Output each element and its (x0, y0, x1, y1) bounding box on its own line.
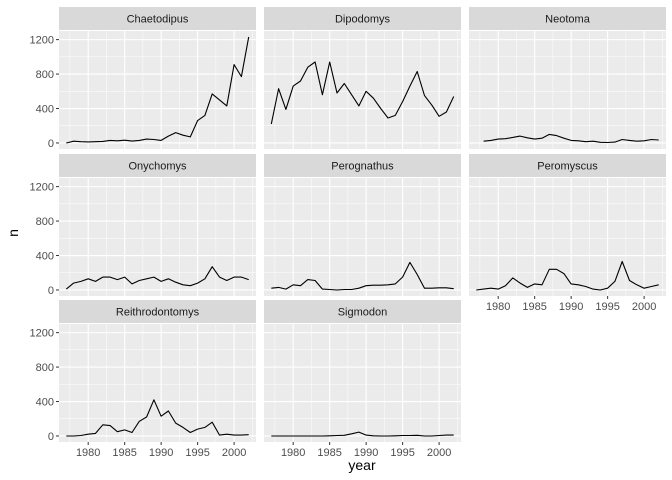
y-tick-label: 800 (36, 362, 54, 374)
y-tick-label: 400 (36, 397, 54, 409)
facet-strip (59, 300, 256, 323)
x-tick-label: 2000 (222, 447, 246, 459)
facet-panels: Chaetodipus 0 400 800 1200 Dipodomys Neotoma On… (30, 7, 666, 459)
y-tick-label: 0 (48, 431, 54, 443)
panel-background (469, 178, 666, 296)
panel-background (469, 31, 666, 149)
panel-background (59, 31, 256, 149)
facet-strip-label: Neotoma (545, 14, 591, 26)
x-tick-label: 2000 (427, 447, 451, 459)
series-line (476, 260, 659, 291)
y-tick-label: 0 (48, 138, 54, 150)
x-tick-label: 1990 (354, 447, 378, 459)
series-line (271, 261, 454, 291)
facet-strip-label: Perognathus (331, 161, 394, 173)
y-tick-label: 1200 (30, 328, 54, 340)
series-line (271, 431, 454, 437)
x-tick-label: 1980 (486, 301, 510, 313)
facet-strip-label: Chaetodipus (127, 14, 189, 26)
y-tick-label: 400 (36, 251, 54, 263)
series-line (66, 399, 249, 437)
y-tick-label: 1200 (30, 182, 54, 194)
facet-panel: Chaetodipus 0 400 800 1200 (30, 7, 256, 150)
series-line (270, 61, 455, 125)
x-tick-label: 1990 (149, 447, 173, 459)
series-line (65, 266, 249, 290)
x-tick-label: 1985 (112, 447, 136, 459)
y-tick-label: 400 (36, 104, 54, 116)
facet-strip (264, 7, 461, 30)
facet-strip-label: Sigmodon (338, 307, 388, 319)
panel-background (59, 324, 256, 442)
x-tick-label: 1990 (559, 301, 583, 313)
facet-strip (264, 154, 461, 177)
facet-strip (59, 154, 256, 177)
facet-strip (469, 154, 666, 177)
facet-panel: Reithrodontomys 0 400 800 1200 1980 1985 1990 19… (30, 300, 256, 459)
y-tick-label: 800 (36, 216, 54, 228)
facet-strip (469, 7, 666, 30)
y-tick-label: 0 (48, 285, 54, 297)
y-axis-title: n (5, 229, 21, 237)
x-tick-label: 1985 (317, 447, 341, 459)
facet-panel: Neotoma (469, 7, 666, 149)
facet-strip-label: Peromyscus (537, 161, 598, 173)
facet-strip-label: Onychomys (128, 161, 187, 173)
x-tick-label: 1980 (281, 447, 305, 459)
x-tick-label: 2000 (632, 301, 656, 313)
x-tick-label: 1995 (595, 301, 619, 313)
x-axis-title: year (348, 457, 376, 473)
x-tick-label: 1980 (76, 447, 100, 459)
panel-background (264, 31, 461, 149)
facet-strip-label: Reithrodontomys (116, 307, 200, 319)
facet-panel: Perognathus (264, 154, 461, 296)
series-line (66, 36, 250, 144)
facet-panel: Sigmodon 1980 1985 1990 1995 2000 (264, 300, 461, 459)
facet-panel: Onychomys 0 400 800 1200 (30, 154, 256, 297)
panel-background (264, 178, 461, 296)
y-tick-label: 1200 (30, 35, 54, 47)
facet-panel: Peromyscus 1980 1985 1990 1995 2000 (469, 154, 666, 313)
y-tick-label: 800 (36, 69, 54, 81)
facet-panel: Dipodomys (264, 7, 461, 149)
panel-background (59, 178, 256, 296)
x-tick-label: 1995 (185, 447, 209, 459)
x-tick-label: 1985 (522, 301, 546, 313)
facet-strip-label: Dipodomys (335, 14, 391, 26)
x-tick-label: 1995 (390, 447, 414, 459)
facet-strip (59, 7, 256, 30)
series-line (483, 133, 659, 144)
panel-background (264, 324, 461, 442)
facet-strip (264, 300, 461, 323)
